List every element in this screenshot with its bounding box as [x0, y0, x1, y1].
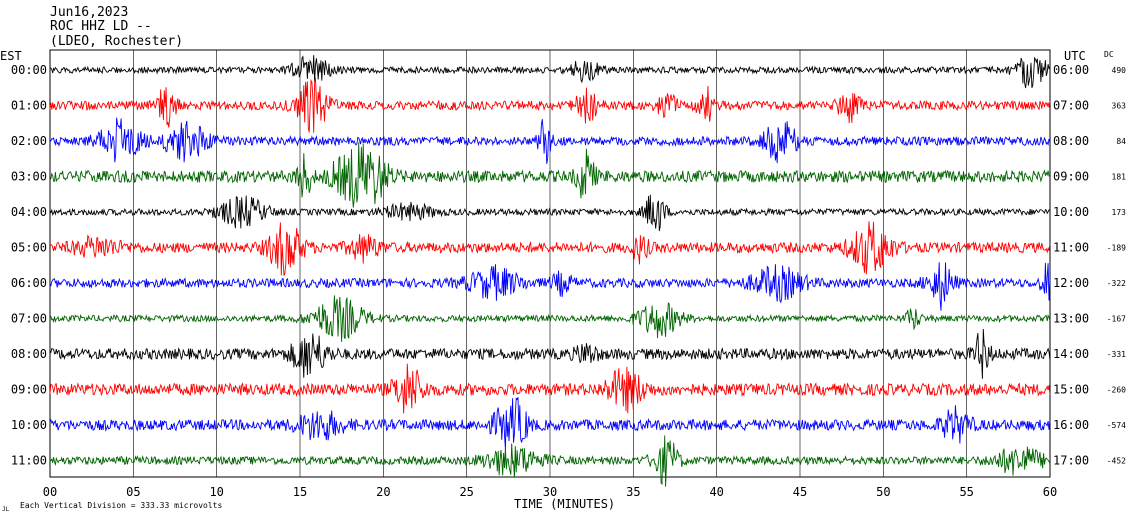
trace-0400 — [49, 194, 1050, 232]
utc-hour-label: 06:00 — [1053, 63, 1089, 77]
seismic-traces — [49, 55, 1051, 487]
trace-1100 — [50, 435, 1051, 487]
scale-note: Each Vertical Division = 333.33 microvol… — [20, 501, 222, 510]
dc-value: -331 — [1107, 350, 1126, 359]
utc-hour-label: 11:00 — [1053, 241, 1089, 255]
utc-hour-label: 07:00 — [1053, 99, 1089, 113]
utc-hour-label: 12:00 — [1053, 276, 1089, 290]
est-hour-label: 05:00 — [11, 241, 47, 255]
utc-hour-label: 17:00 — [1053, 454, 1089, 468]
dc-value: -189 — [1107, 244, 1126, 253]
trace-0000 — [49, 55, 1051, 89]
trace-0300 — [49, 142, 1051, 208]
dc-value: 181 — [1112, 173, 1127, 182]
est-hour-label: 09:00 — [11, 383, 47, 397]
est-hour-label: 07:00 — [11, 312, 47, 326]
est-hour-label: 08:00 — [11, 347, 47, 361]
x-tick-label: 50 — [876, 485, 890, 499]
x-tick-label: 40 — [709, 485, 723, 499]
x-tick-label: 60 — [1043, 485, 1057, 499]
utc-hour-label: 09:00 — [1053, 170, 1089, 184]
trace-0700 — [49, 295, 1051, 342]
dc-value: -167 — [1107, 315, 1126, 324]
trace-1000 — [49, 397, 1051, 450]
x-tick-label: 30 — [543, 485, 557, 499]
left-zone-label: EST — [0, 49, 22, 63]
dc-value: -574 — [1107, 421, 1126, 430]
est-hour-label: 00:00 — [11, 63, 47, 77]
x-axis-title: TIME (MINUTES) — [514, 497, 615, 511]
dc-value: 173 — [1112, 208, 1127, 217]
header-date: Jun16,2023 — [50, 5, 129, 20]
trace-0100 — [49, 77, 1051, 133]
dc-value: 84 — [1116, 137, 1126, 146]
x-tick-label: 45 — [793, 485, 807, 499]
x-tick-label: 55 — [959, 485, 973, 499]
est-hour-label: 11:00 — [11, 454, 47, 468]
utc-hour-label: 15:00 — [1053, 383, 1089, 397]
est-hour-label: 10:00 — [11, 418, 47, 432]
x-tick-label: 05 — [126, 485, 140, 499]
trace-0900 — [49, 363, 1051, 414]
utc-hour-label: 16:00 — [1053, 418, 1089, 432]
trace-0200 — [49, 117, 1051, 164]
x-tick-label: 25 — [459, 485, 473, 499]
vertical-grid — [49, 50, 1051, 477]
x-tick-label: 00 — [43, 485, 57, 499]
x-tick-label: 20 — [376, 485, 390, 499]
est-hour-label: 04:00 — [11, 205, 47, 219]
trace-0500 — [49, 221, 1051, 276]
header-station: ROC HHZ LD -- — [50, 19, 152, 34]
est-hour-label: 01:00 — [11, 99, 47, 113]
x-tick-label: 35 — [626, 485, 640, 499]
utc-hour-label: 13:00 — [1053, 312, 1089, 326]
trace-0600 — [49, 262, 1051, 311]
dc-value: -260 — [1107, 386, 1126, 395]
dc-label: DC — [1104, 50, 1114, 59]
utc-hour-label: 10:00 — [1053, 205, 1089, 219]
dc-value: -322 — [1107, 279, 1126, 288]
dc-value: 363 — [1112, 102, 1127, 111]
est-hour-label: 06:00 — [11, 276, 47, 290]
utc-hour-label: 08:00 — [1053, 134, 1089, 148]
est-hour-label: 02:00 — [11, 134, 47, 148]
corner-mark: JL — [2, 506, 10, 513]
trace-0800 — [49, 328, 1051, 379]
x-tick-label: 15 — [293, 485, 307, 499]
x-tick-label: 10 — [209, 485, 223, 499]
est-hour-label: 03:00 — [11, 170, 47, 184]
header-network: (LDEO, Rochester) — [50, 34, 184, 49]
dc-value: -452 — [1107, 457, 1126, 466]
x-tick-labels: 00 05 10 15 20 25 30 35 40 45 50 55 60 — [43, 485, 1057, 499]
right-zone-label: UTC — [1064, 49, 1086, 63]
dc-value: 490 — [1112, 66, 1127, 75]
utc-hour-label: 14:00 — [1053, 347, 1089, 361]
row-labels: 00:00 06:00 490 01:00 07:00 363 02:00 08:00 84 03… — [11, 63, 1126, 468]
